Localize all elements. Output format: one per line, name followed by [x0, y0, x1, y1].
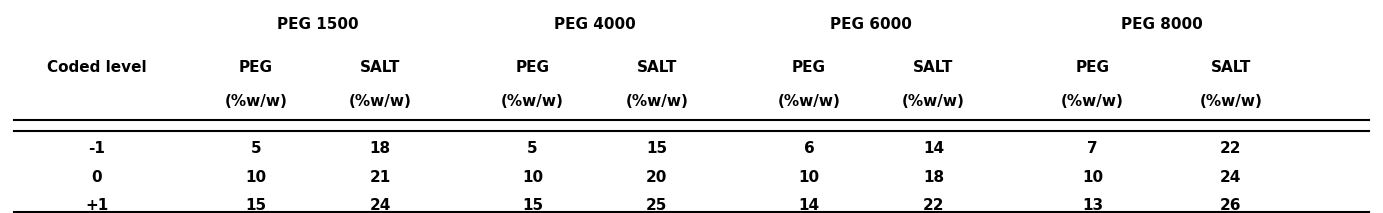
Text: 24: 24 — [369, 198, 391, 213]
Text: 22: 22 — [922, 198, 945, 213]
Text: 10: 10 — [1082, 170, 1104, 185]
Text: (%w/w): (%w/w) — [777, 94, 841, 109]
Text: (%w/w): (%w/w) — [349, 94, 412, 109]
Text: PEG: PEG — [792, 60, 826, 75]
Text: 7: 7 — [1087, 141, 1098, 156]
Text: Coded level: Coded level — [47, 60, 147, 75]
Text: 15: 15 — [521, 198, 544, 213]
Text: 0: 0 — [91, 170, 102, 185]
Text: PEG: PEG — [1076, 60, 1109, 75]
Text: 10: 10 — [521, 170, 544, 185]
Text: (%w/w): (%w/w) — [224, 94, 288, 109]
Text: PEG 8000: PEG 8000 — [1120, 17, 1203, 32]
Text: +1: +1 — [86, 198, 108, 213]
Text: PEG: PEG — [239, 60, 272, 75]
Text: 6: 6 — [804, 141, 815, 156]
Text: (%w/w): (%w/w) — [625, 94, 689, 109]
Text: SALT: SALT — [360, 60, 401, 75]
Text: SALT: SALT — [913, 60, 954, 75]
Text: 5: 5 — [250, 141, 261, 156]
Text: 18: 18 — [922, 170, 945, 185]
Text: SALT: SALT — [1210, 60, 1252, 75]
Text: (%w/w): (%w/w) — [1199, 94, 1263, 109]
Text: 22: 22 — [1220, 141, 1242, 156]
Text: 10: 10 — [245, 170, 267, 185]
Text: 18: 18 — [369, 141, 391, 156]
Text: -1: -1 — [89, 141, 105, 156]
Text: PEG 6000: PEG 6000 — [830, 17, 913, 32]
Text: PEG 1500: PEG 1500 — [277, 17, 360, 32]
Text: SALT: SALT — [636, 60, 678, 75]
Text: 21: 21 — [369, 170, 391, 185]
Text: 15: 15 — [245, 198, 267, 213]
Text: PEG: PEG — [516, 60, 549, 75]
Text: (%w/w): (%w/w) — [501, 94, 564, 109]
Text: 25: 25 — [646, 198, 668, 213]
Text: 13: 13 — [1082, 198, 1104, 213]
Text: PEG 4000: PEG 4000 — [553, 17, 636, 32]
Text: 10: 10 — [798, 170, 820, 185]
Text: 14: 14 — [798, 198, 820, 213]
Text: (%w/w): (%w/w) — [902, 94, 965, 109]
Text: 26: 26 — [1220, 198, 1242, 213]
Text: (%w/w): (%w/w) — [1061, 94, 1124, 109]
Text: 20: 20 — [646, 170, 668, 185]
Text: 14: 14 — [922, 141, 945, 156]
Text: 5: 5 — [527, 141, 538, 156]
Text: 15: 15 — [646, 141, 668, 156]
Text: 24: 24 — [1220, 170, 1242, 185]
